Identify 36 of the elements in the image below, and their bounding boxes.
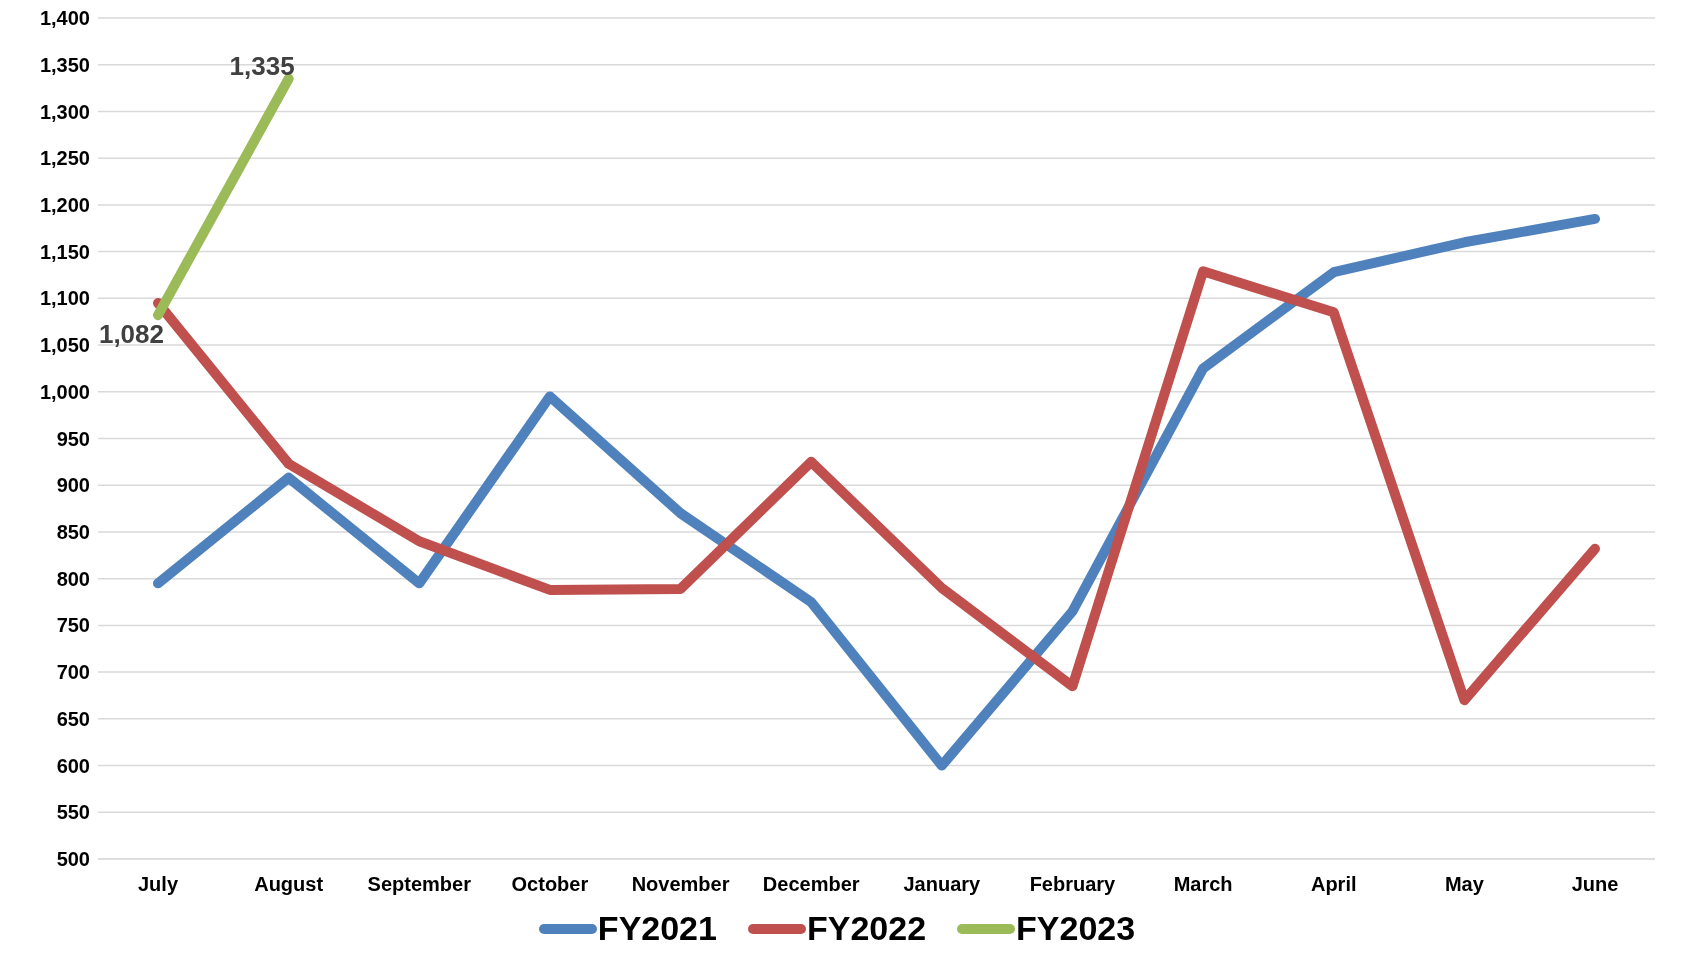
x-tick-label: October xyxy=(511,873,589,896)
y-tick-label: 800 xyxy=(56,567,90,590)
y-tick-label: 850 xyxy=(56,521,90,544)
y-tick-label: 950 xyxy=(56,427,90,450)
y-tick-label: 500 xyxy=(56,848,90,871)
x-tick-label: August xyxy=(254,873,324,896)
y-tick-label: 700 xyxy=(56,661,90,684)
x-tick-label: March xyxy=(1173,873,1233,896)
y-tick-label: 900 xyxy=(56,474,90,497)
x-tick-label: December xyxy=(762,873,860,896)
x-tick-label: July xyxy=(137,873,179,896)
y-tick-label: 1,050 xyxy=(39,334,90,357)
y-tick-label: 600 xyxy=(56,754,90,777)
data-label: 1,082 xyxy=(98,319,164,350)
y-tick-label: 1,300 xyxy=(39,100,90,123)
y-tick-label: 1,200 xyxy=(39,193,90,216)
x-tick-label: May xyxy=(1444,873,1485,896)
y-tick-label: 750 xyxy=(56,614,90,637)
legend-label: FY2023 xyxy=(1016,909,1136,948)
x-tick-label: February xyxy=(1029,873,1117,896)
y-tick-label: 650 xyxy=(56,707,90,730)
x-tick-label: June xyxy=(1571,873,1619,896)
x-tick-label: November xyxy=(631,873,730,896)
x-tick-label: January xyxy=(903,873,982,896)
y-tick-label: 1,000 xyxy=(39,380,90,403)
data-label: 1,335 xyxy=(229,50,295,81)
legend-label: FY2022 xyxy=(806,909,927,948)
x-tick-label: September xyxy=(367,873,472,896)
y-tick-label: 1,350 xyxy=(39,53,90,76)
x-tick-label: April xyxy=(1310,873,1357,896)
legend-label: FY2021 xyxy=(597,909,717,948)
y-tick-label: 1,250 xyxy=(39,147,90,170)
y-tick-label: 550 xyxy=(56,801,90,824)
y-tick-label: 1,100 xyxy=(39,287,90,310)
y-tick-label: 1,150 xyxy=(39,240,90,263)
y-tick-label: 1,400 xyxy=(39,7,90,30)
